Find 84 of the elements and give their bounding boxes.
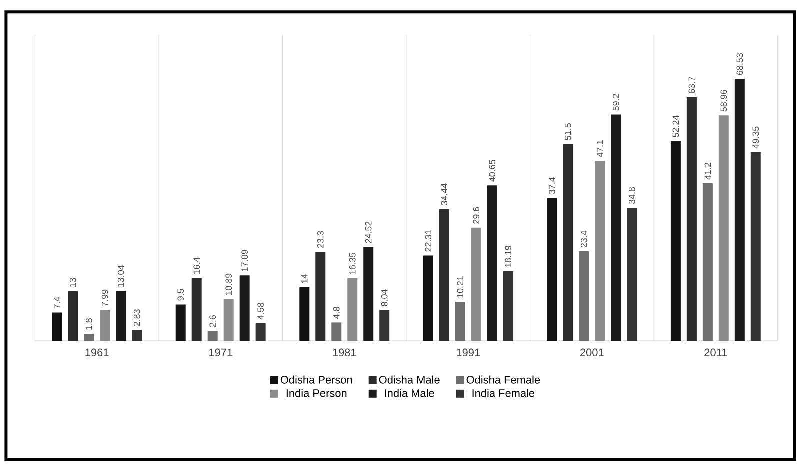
bar [68, 291, 78, 341]
bar [176, 304, 186, 341]
bar [316, 252, 326, 341]
data-label: 16.4 [194, 258, 200, 274]
data-label: 63.7 [688, 76, 696, 94]
bar [84, 334, 94, 341]
x-tick-label: 2001 [580, 348, 604, 356]
data-label: 2.83 [134, 310, 140, 326]
bar [487, 186, 498, 341]
data-label: 8.04 [381, 290, 388, 306]
bar [670, 141, 681, 341]
data-label: 4.8 [333, 307, 340, 319]
data-label: 37.4 [549, 177, 556, 194]
bar [579, 251, 590, 341]
bar [503, 271, 514, 341]
bar [595, 160, 606, 341]
data-label: 41.2 [704, 162, 712, 180]
data-label: 23.3 [317, 231, 324, 248]
data-label: 52.24 [672, 116, 680, 138]
data-label: 13 [70, 278, 76, 288]
data-label: 58.96 [720, 90, 728, 112]
data-label: 13.04 [118, 265, 124, 287]
bar [364, 247, 374, 341]
bar [547, 198, 558, 341]
data-label: 29.6 [473, 207, 480, 224]
bar [734, 78, 745, 341]
bar [100, 310, 110, 341]
bar [563, 144, 574, 341]
legend-label: Odisha Male [379, 376, 440, 384]
legend-label: India Person [286, 389, 347, 398]
bar [611, 114, 622, 341]
bar [686, 97, 697, 341]
bar [132, 330, 142, 341]
bar [750, 152, 761, 341]
bar [52, 312, 62, 341]
data-label: 18.19 [505, 246, 512, 268]
data-label: 59.2 [612, 94, 620, 111]
legend-label: Odisha Person [280, 376, 352, 384]
legend-label: Odisha Female [466, 376, 540, 384]
bar [300, 287, 310, 341]
bar [380, 310, 390, 341]
data-label: 10.21 [457, 276, 464, 298]
x-tick-label: 1961 [86, 348, 109, 356]
data-label: 4.58 [258, 302, 264, 320]
bar [718, 116, 729, 341]
x-tick-label: 1971 [209, 348, 232, 356]
data-label: 47.1 [597, 140, 604, 158]
data-label: 24.52 [365, 222, 372, 244]
bar [439, 209, 450, 341]
data-label: 17.09 [242, 250, 248, 272]
legend-label: India Female [472, 389, 535, 398]
bar [256, 323, 266, 341]
data-label: 16.35 [349, 252, 356, 274]
data-label: 9.5 [178, 289, 184, 301]
data-label: 34.8 [628, 187, 636, 204]
data-label: 68.53 [736, 53, 744, 75]
bar [702, 183, 713, 341]
bar [116, 291, 126, 341]
data-label: 40.65 [489, 160, 496, 182]
bar [224, 299, 234, 341]
data-label: 7.4 [54, 296, 60, 309]
data-label: 7.99 [102, 290, 108, 306]
data-label: 51.5 [565, 123, 572, 140]
bar [348, 278, 358, 341]
bar [455, 302, 466, 341]
data-label: 23.4 [580, 230, 588, 248]
bar [471, 228, 482, 341]
data-label: 2.6 [210, 315, 216, 328]
data-label: 34.44 [441, 184, 448, 206]
data-label: 49.35 [752, 126, 760, 149]
x-tick-label: 1981 [333, 348, 356, 356]
bar [192, 278, 202, 341]
bar [423, 256, 434, 341]
legend-label: India Male [385, 389, 434, 398]
x-tick-label: 1991 [457, 348, 480, 356]
bar [627, 208, 638, 341]
data-label: 14 [302, 274, 308, 284]
bar [332, 322, 342, 341]
data-label: 10.89 [226, 274, 232, 296]
data-label: 1.8 [86, 318, 92, 330]
bar [208, 331, 218, 341]
bar [240, 276, 250, 341]
x-tick-label: 2011 [704, 348, 728, 356]
data-label: 22.31 [425, 230, 432, 252]
